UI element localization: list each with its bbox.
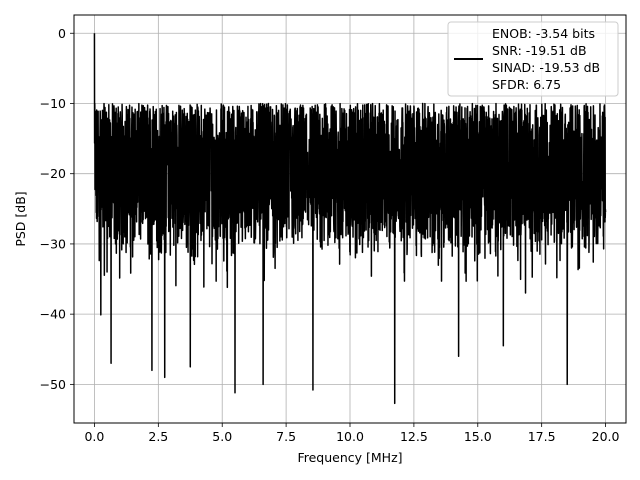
y-tick-label: −10: [40, 96, 66, 111]
psd-series-line: [93, 33, 607, 405]
y-axis-label: PSD [dB]: [13, 191, 28, 246]
legend-sfdr: SFDR: 6.75: [492, 77, 561, 92]
x-tick-label: 12.5: [400, 429, 428, 444]
x-tick-label: 7.5: [276, 429, 296, 444]
y-tick-label: −20: [40, 166, 66, 181]
y-tick-label: −40: [40, 307, 66, 322]
x-tick-label: 17.5: [528, 429, 556, 444]
legend-enob: ENOB: -3.54 bits: [492, 26, 595, 41]
series-layer: [93, 33, 607, 405]
x-tick-label: 0.0: [84, 429, 104, 444]
x-tick-label: 5.0: [212, 429, 232, 444]
x-tick-label: 10.0: [336, 429, 364, 444]
x-tick-label: 20.0: [592, 429, 620, 444]
legend-box: [447, 21, 619, 97]
y-tick-label: 0: [58, 26, 66, 41]
y-tick-label: −30: [40, 236, 66, 251]
x-axis-ticks: 0.0 2.5 5.0 7.5 10.0 12.5 15.0 17.5 20.0: [84, 423, 620, 444]
x-axis-label: Frequency [MHz]: [297, 450, 402, 465]
legend-snr: SNR: -19.51 dB: [492, 43, 587, 58]
x-tick-label: 2.5: [148, 429, 168, 444]
x-tick-label: 15.0: [464, 429, 492, 444]
legend-sinad: SINAD: -19.53 dB: [492, 60, 600, 75]
y-axis-ticks: 0 −10 −20 −30 −40 −50: [40, 26, 74, 392]
y-tick-label: −50: [40, 377, 66, 392]
legend: ENOB: -3.54 bits SNR: -19.51 dB SINAD: -…: [447, 21, 619, 97]
